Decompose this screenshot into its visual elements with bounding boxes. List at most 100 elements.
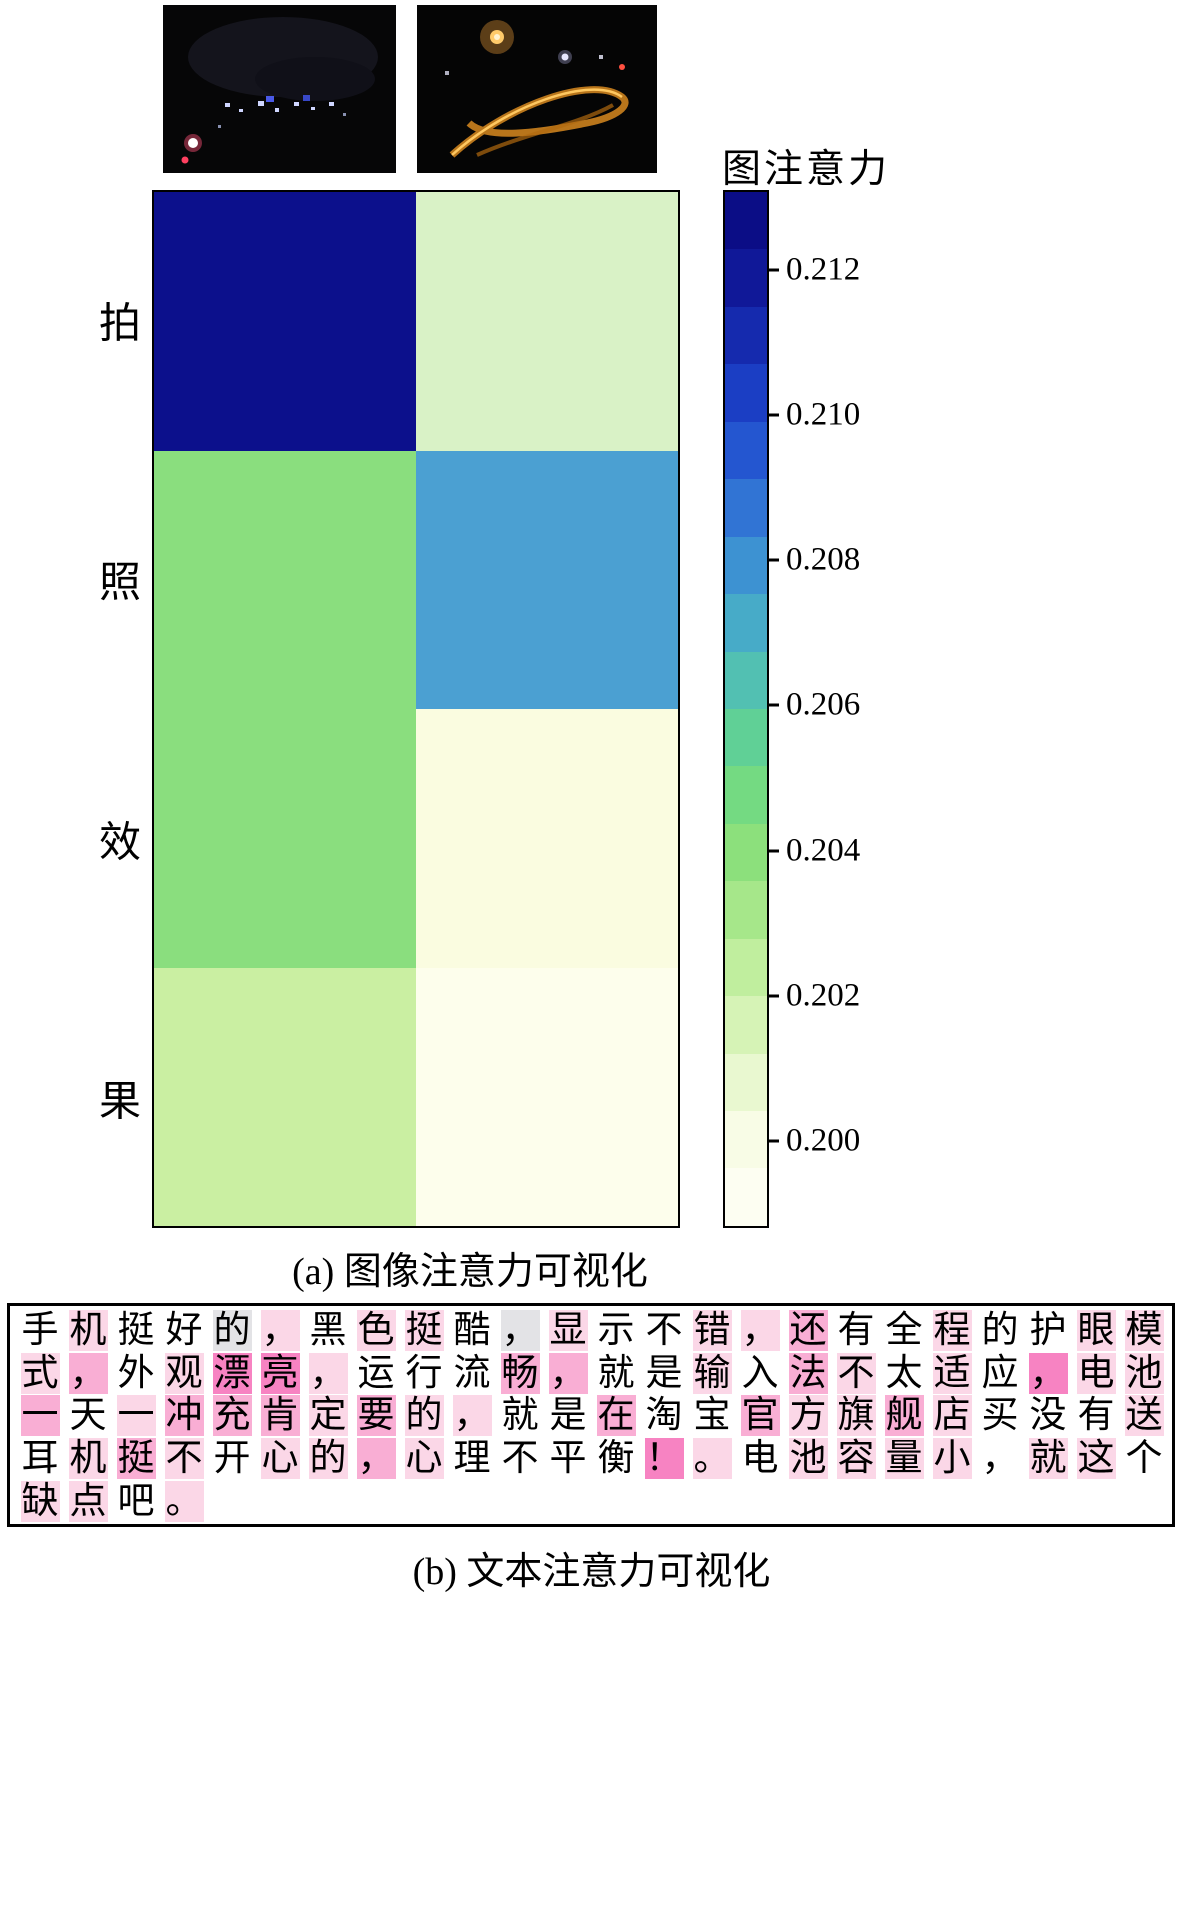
text-line: 一天一冲充肯定要的，就是在淘宝官方旗舰店买没有送 — [16, 1395, 1166, 1438]
text-char: 全 — [885, 1309, 923, 1351]
caption-a: (a) 图像注意力可视化 — [292, 1251, 648, 1293]
colorbar-tick-mark — [769, 1139, 779, 1143]
text-char: 不 — [836, 1352, 876, 1394]
colorbar-tick-mark — [769, 413, 779, 417]
heatmap-cell-照-1 — [154, 450, 416, 709]
heatmap-row-label-拍: 拍 — [98, 301, 141, 348]
night-image-1 — [163, 5, 396, 173]
colorbar-tick: 0.200 — [769, 1122, 860, 1159]
colorbar-band — [725, 594, 767, 652]
text-char: 个 — [1125, 1438, 1163, 1480]
text-line: 缺点吧。 — [16, 1480, 1166, 1523]
text-line: 手机挺好的，黑色挺酷，显示不错，还有全程的护眼模 — [16, 1309, 1166, 1352]
heatmap-cell-拍-2 — [416, 192, 678, 451]
heatmap-cell-照-2 — [416, 450, 678, 709]
text-line: 式，外观漂亮，运行流畅，就是输入法不太适应，电池 — [16, 1352, 1166, 1395]
colorbar-band — [725, 306, 767, 365]
heatmap-row-label-果: 果 — [98, 1079, 141, 1126]
text-char: 流 — [453, 1352, 491, 1394]
text-char: 方 — [788, 1395, 828, 1437]
text-char: 模 — [1124, 1309, 1164, 1351]
colorbar-band — [725, 192, 767, 250]
colorbar-band — [725, 1111, 767, 1169]
colorbar-tick-mark — [769, 994, 779, 998]
text-char: 心 — [260, 1438, 300, 1480]
text-char: 漂 — [212, 1352, 252, 1394]
text-char: ， — [68, 1352, 108, 1394]
text-char: 池 — [788, 1438, 828, 1480]
text-char: 天 — [69, 1395, 107, 1437]
text-char: 舰 — [884, 1395, 924, 1437]
text-char: 好 — [165, 1309, 203, 1351]
heatmap-row-label-照: 照 — [98, 560, 141, 607]
text-char: 一 — [20, 1395, 60, 1437]
text-char: 这 — [1076, 1438, 1116, 1480]
heatmap-cell-效-1 — [154, 709, 416, 968]
text-char: 眼 — [1076, 1309, 1116, 1351]
colorbar-tick-label: 0.202 — [786, 977, 861, 1014]
text-char: 旗 — [836, 1395, 876, 1437]
text-char: 一 — [116, 1395, 156, 1437]
text-char: 吧 — [117, 1481, 155, 1523]
text-char: 官 — [740, 1395, 780, 1437]
text-attention-box: 手机挺好的，黑色挺酷，显示不错，还有全程的护眼模式，外观漂亮，运行流畅，就是输入… — [7, 1303, 1175, 1527]
text-char: 适 — [932, 1352, 972, 1394]
text-char: 店 — [932, 1395, 972, 1437]
colorbar-tick-label: 0.200 — [786, 1122, 861, 1159]
text-char: 是 — [549, 1395, 587, 1437]
heatmap-cell-效-2 — [416, 709, 678, 968]
text-char: ， — [452, 1395, 492, 1437]
colorbar-band — [725, 536, 767, 595]
text-char: 机 — [68, 1309, 108, 1351]
text-char: 运 — [357, 1352, 395, 1394]
text-char: 。 — [164, 1481, 204, 1523]
colorbar-band — [725, 823, 767, 882]
heatmap-cell-果-1 — [154, 967, 416, 1226]
text-char: 色 — [356, 1309, 396, 1351]
text-char: 理 — [453, 1438, 491, 1480]
text-char: 不 — [645, 1309, 683, 1351]
text-char: 小 — [932, 1438, 972, 1480]
text-char: 就 — [597, 1352, 635, 1394]
text-char: 电 — [1076, 1352, 1116, 1394]
text-char: 量 — [884, 1438, 924, 1480]
colorbar — [723, 190, 769, 1228]
text-char: 有 — [837, 1309, 875, 1351]
text-char: 缺 — [20, 1481, 60, 1523]
text-char: 还 — [788, 1309, 828, 1351]
text-char: 的 — [212, 1309, 252, 1351]
text-char: 耳 — [21, 1438, 59, 1480]
text-char: 就 — [501, 1395, 539, 1437]
text-char: ， — [981, 1438, 1019, 1480]
colorbar-tick-mark — [769, 268, 779, 272]
colorbar-tick: 0.206 — [769, 687, 860, 724]
colorbar-tick: 0.208 — [769, 542, 860, 579]
colorbar-band — [725, 881, 767, 939]
colorbar-band — [725, 249, 767, 307]
text-char: 酷 — [453, 1309, 491, 1351]
text-char: 手 — [21, 1309, 59, 1351]
colorbar-band — [725, 708, 767, 767]
text-char: 式 — [20, 1352, 60, 1394]
colorbar-band — [725, 421, 767, 480]
heatmap-cell-拍-1 — [154, 192, 416, 451]
text-char: 输 — [692, 1352, 732, 1394]
caption-b: (b) 文本注意力可视化 — [412, 1551, 771, 1593]
text-char: 显 — [548, 1309, 588, 1351]
text-char: 太 — [885, 1352, 923, 1394]
colorbar-tick-label: 0.206 — [786, 686, 861, 723]
colorbar-band — [725, 1168, 767, 1226]
text-char: 淘 — [645, 1395, 683, 1437]
text-char: 应 — [981, 1352, 1019, 1394]
text-char: 护 — [1029, 1309, 1067, 1351]
text-char: 心 — [404, 1438, 444, 1480]
text-char: 是 — [645, 1352, 683, 1394]
text-char: 充 — [212, 1395, 252, 1437]
colorbar-band — [725, 996, 767, 1054]
text-char: 肯 — [260, 1395, 300, 1437]
text-char: 挺 — [117, 1309, 155, 1351]
text-char: 的 — [404, 1395, 444, 1437]
text-char: 衡 — [597, 1438, 635, 1480]
text-char: 行 — [405, 1352, 443, 1394]
text-char: 程 — [932, 1309, 972, 1351]
